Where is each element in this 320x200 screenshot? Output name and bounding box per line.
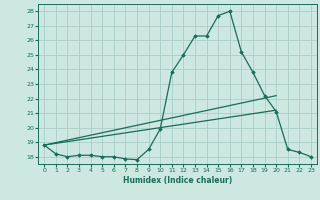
X-axis label: Humidex (Indice chaleur): Humidex (Indice chaleur) [123,176,232,185]
